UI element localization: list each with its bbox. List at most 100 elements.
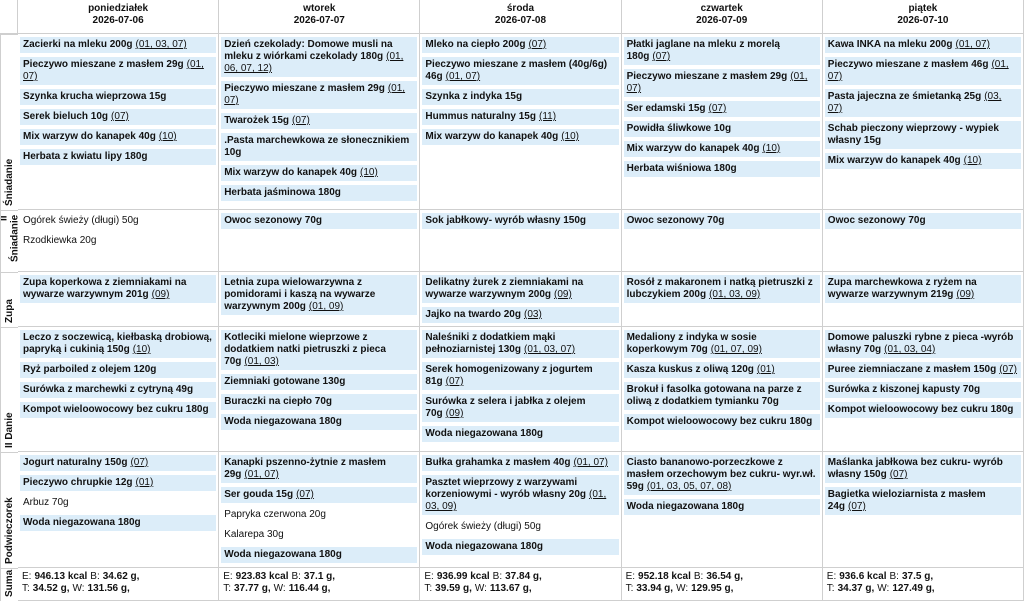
meal-cell: Ogórek świeży (długi) 50g Rzodkiewka 20g	[18, 210, 220, 272]
nutrient-value: 923.83 kcal	[235, 571, 289, 582]
nutrient-key: E:	[424, 571, 434, 582]
menu-item: Powidła śliwkowe 10g	[623, 121, 820, 137]
allergens: (01, 07, 09)	[710, 344, 762, 355]
nutrient-key: E:	[22, 571, 32, 582]
item-name: Herbata wiśniowa 180g	[626, 163, 737, 174]
summary-label: Suma	[4, 569, 15, 597]
menu-item: Woda niegazowana 180g	[623, 499, 820, 515]
nutrient-key: W:	[474, 583, 487, 594]
menu-item: Dzień czekolady: Domowe musli na mleku z…	[221, 37, 418, 77]
meal-label-cell: Zupa	[0, 272, 18, 327]
nutrient-value: 936.99 kcal	[436, 571, 490, 582]
menu-item: Naleśniki z dodatkiem mąki pełnoziarnist…	[422, 330, 619, 358]
menu-item: Ser edamski 15g (07)	[623, 101, 820, 117]
summary-cell: E: 952.18 kcal B: 36.54 g, T: 33.94 g, W: 129.9…	[621, 568, 823, 601]
item-name: Woda niegazowana 180g	[626, 501, 745, 512]
menu-item: Surówka z marchewki z cytryną 49g	[20, 382, 217, 398]
allergens: (01, 06, 07, 12)	[224, 51, 404, 74]
allergens: (01, 03, 09)	[425, 489, 607, 512]
menu-item: Kotleciki mielone wieprzowe z dodatkiem …	[221, 330, 418, 370]
item-name: Arbuz 70g	[23, 497, 69, 508]
item-name: Sok jabłkowy- wyrób własny 150g	[425, 215, 587, 226]
allergens: (09)	[554, 289, 572, 300]
item-name: Mix warzyw do kanapek 40g	[425, 131, 559, 142]
nutrient-value: 129.95 g,	[691, 583, 734, 594]
menu-item: Papryka czerwona 20g	[221, 507, 417, 523]
allergens: (07)	[848, 501, 866, 512]
menu-item: Serek bieluch 10g (07)	[20, 109, 217, 125]
summary-cell: E: 936.6 kcal B: 37.5 g, T: 34.37 g, W: 127.49 …	[822, 568, 1024, 601]
menu-item: Szynka krucha wieprzowa 15g	[20, 89, 217, 105]
summary-cell: E: 936.99 kcal B: 37.84 g, T: 39.59 g, W: 113.6…	[420, 568, 622, 601]
menu-item: Woda niegazowana 180g	[422, 539, 619, 555]
item-name: Powidła śliwkowe 10g	[626, 123, 732, 134]
menu-item: Mix warzyw do kanapek 40g (10)	[221, 165, 418, 181]
nutrient-key: E:	[625, 571, 636, 582]
menu-item: Letnia zupa wielowarzywna z pomidorami i…	[221, 275, 418, 315]
menu-item: Jogurt naturalny 150g (07)	[20, 455, 217, 471]
item-name: Woda niegazowana 180g	[224, 549, 342, 560]
item-name: Pieczywo mieszane z masłem (40g/6g) 46g	[425, 59, 608, 82]
day-date: 2026-07-07	[293, 15, 345, 26]
day-name: czwartek	[700, 3, 743, 14]
allergens: (01, 07)	[445, 71, 481, 82]
item-name: Zacierki na mleku 200g	[23, 39, 133, 50]
nutrient-key: B:	[889, 571, 899, 582]
nutrient-value: 946.13 kcal	[34, 571, 88, 582]
item-name: Pieczywo mieszane z masłem 29g	[23, 59, 184, 70]
item-name: Mix warzyw do kanapek 40g	[827, 155, 961, 166]
menu-item: Woda niegazowana 180g	[221, 414, 418, 430]
meal-cell: Kotleciki mielone wieprzowe z dodatkiem …	[219, 327, 421, 452]
meal-cell: Letnia zupa wielowarzywna z pomidorami i…	[219, 272, 421, 327]
meal-label-cell: II Śniadanie	[0, 210, 18, 272]
menu-item: Woda niegazowana 180g	[422, 426, 619, 442]
menu-item: Owoc sezonowy 70g	[824, 213, 1021, 229]
menu-item: Zacierki na mleku 200g (01, 03, 07)	[20, 37, 217, 53]
meal-label: II Danie	[4, 412, 15, 448]
item-name: Woda niegazowana 180g	[23, 517, 141, 528]
item-name: Buraczki na ciepło 70g	[224, 396, 333, 407]
item-name: Płatki jaglane na mleku z morelą 180g	[626, 39, 780, 62]
meal-label: Śniadanie	[4, 158, 15, 206]
nutrient-value: 34.52 g,	[32, 583, 70, 594]
menu-item: Pieczywo mieszane z masłem 46g (01, 07)	[824, 57, 1021, 85]
allergens: (01, 03, 09)	[709, 289, 761, 300]
menu-item: Bagietka wieloziarnista z masłem 24g (07)	[824, 487, 1021, 515]
allergens: (07)	[652, 51, 671, 62]
item-name: Kompot wieloowocowy bez cukru 180g	[23, 404, 209, 415]
item-name: Bagietka wieloziarnista z masłem 24g	[827, 489, 986, 512]
nutrient-key: B:	[492, 571, 503, 582]
menu-item: Herbata wiśniowa 180g	[623, 161, 820, 177]
meal-cell: Naleśniki z dodatkiem mąki pełnoziarnist…	[420, 327, 622, 452]
allergens: (10)	[561, 131, 580, 142]
allergens: (01, 07)	[955, 39, 990, 50]
allergens: (01, 09)	[308, 301, 344, 312]
item-name: Rzodkiewka 20g	[23, 235, 97, 246]
menu-item: Surówka z selera i jabłka z olejem 70g (0…	[422, 394, 619, 422]
allergens: (07)	[130, 457, 149, 468]
nutrient-key: T:	[424, 583, 433, 594]
nutrient-key: T:	[223, 583, 231, 594]
menu-item: Pieczywo chrupkie 12g (01)	[20, 475, 217, 491]
item-name: Medaliony z indyka w sosie koperkowym 70…	[626, 332, 757, 355]
item-name: Kawa INKA na mleku 200g	[827, 39, 953, 50]
day-name: wtorek	[303, 3, 336, 14]
item-name: Brokuł i fasolka gotowana na parze z oli…	[626, 384, 802, 407]
item-name: Woda niegazowana 180g	[425, 541, 544, 552]
allergens: (01, 07)	[827, 59, 1009, 82]
item-name: Owoc sezonowy 70g	[827, 215, 926, 226]
meal-cell: Kawa INKA na mleku 200g (01, 07) Pieczywo …	[822, 34, 1024, 210]
meal-cell: Ciasto bananowo-porzeczkowe z masłem orz…	[621, 452, 823, 568]
nutrient-value: 39.59 g,	[435, 583, 472, 594]
menu-item: Kalarepa 30g	[221, 527, 417, 543]
item-name: Serek bieluch 10g	[23, 111, 109, 122]
menu-item: Pasztet wieprzowy z warzywami korzeniowy…	[422, 475, 619, 515]
allergens: (01)	[135, 477, 154, 488]
meal-cell: Zupa marchewkowa z ryżem na wywarze warz…	[822, 272, 1024, 327]
meal-cell: Kanapki pszenno-żytnie z masłem 29g (01, …	[219, 452, 421, 568]
nutrient-key: B:	[291, 571, 301, 582]
menu-item: Maślanka jabłkowa bez cukru- wyrób własn…	[824, 455, 1021, 483]
allergens: (01, 03, 05, 07, 08)	[646, 481, 732, 492]
menu-item: Pieczywo mieszane z masłem 29g (01, 07)	[623, 69, 820, 97]
allergens: (01)	[756, 364, 775, 375]
